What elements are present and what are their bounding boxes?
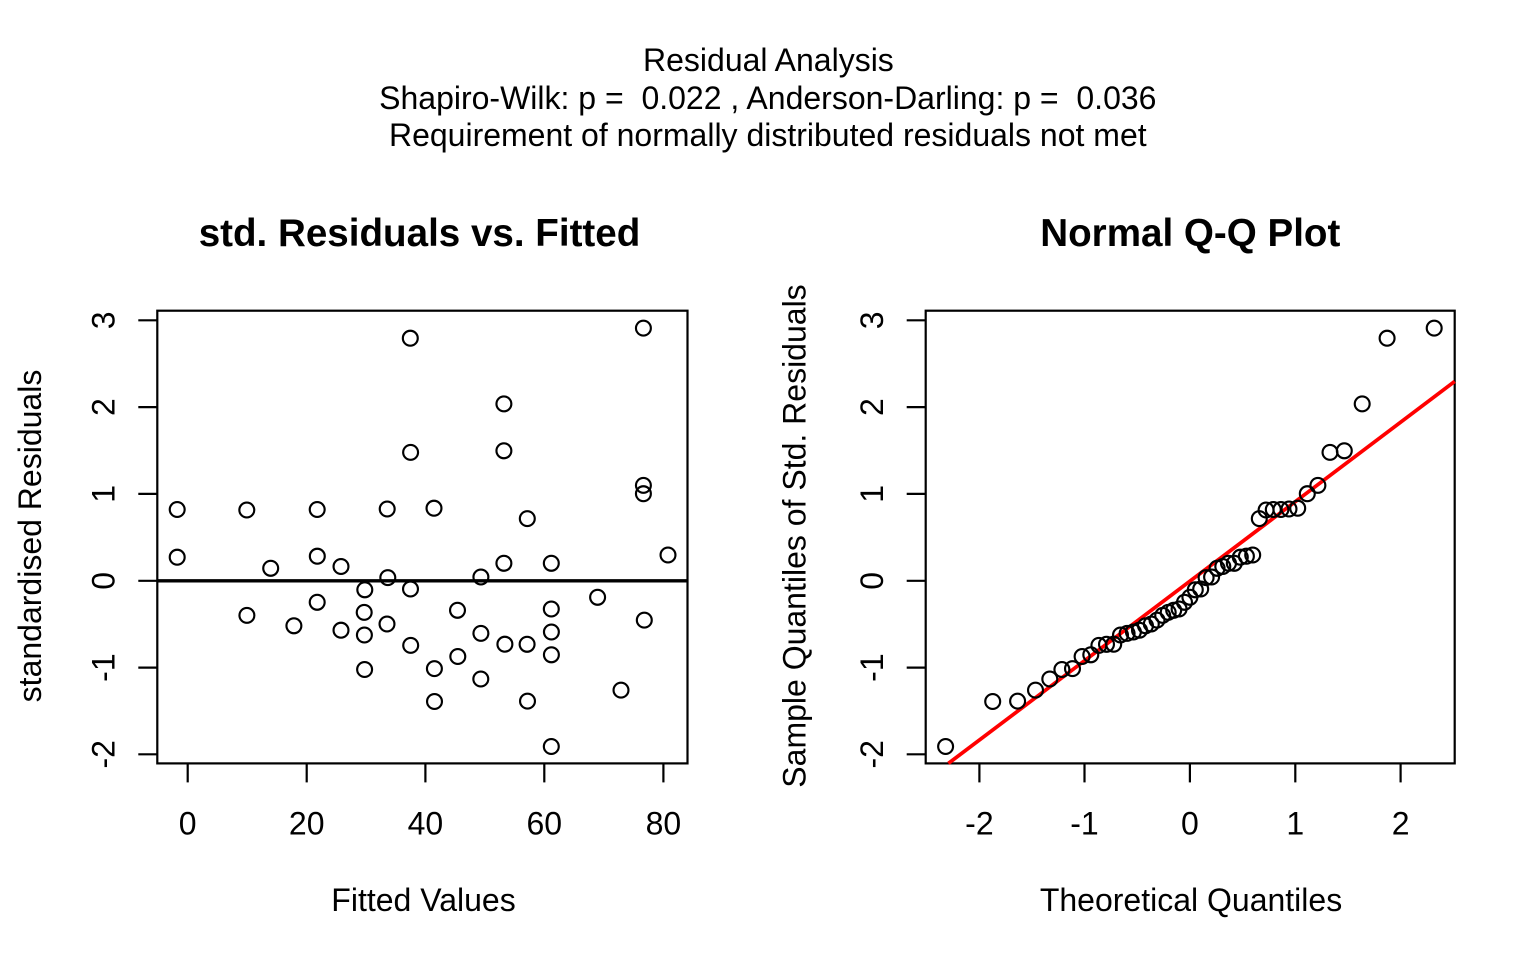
svg-text:0: 0 (86, 572, 122, 590)
svg-text:2: 2 (854, 398, 890, 416)
svg-text:Sample Quantiles of Std. Resid: Sample Quantiles of Std. Residuals (777, 284, 813, 787)
svg-text:0: 0 (1181, 806, 1199, 842)
svg-text:Shapiro-Wilk: p = 0.022 , And: Shapiro-Wilk: p = 0.022 , Anderson-Darli… (379, 80, 1156, 116)
svg-text:Fitted Values: Fitted Values (331, 882, 515, 918)
svg-text:Theoretical Quantiles: Theoretical Quantiles (1040, 882, 1342, 918)
svg-text:-2: -2 (965, 806, 993, 842)
svg-text:Residual Analysis: Residual Analysis (643, 42, 894, 78)
svg-text:1: 1 (86, 485, 122, 503)
svg-text:1: 1 (1286, 806, 1304, 842)
svg-text:-1: -1 (1070, 806, 1098, 842)
svg-text:-2: -2 (854, 740, 890, 768)
svg-text:-1: -1 (854, 653, 890, 681)
svg-text:1: 1 (854, 485, 890, 503)
svg-text:Normal Q-Q Plot: Normal Q-Q Plot (1040, 212, 1340, 255)
svg-text:Requirement of normally distri: Requirement of normally distributed resi… (389, 117, 1147, 153)
svg-text:3: 3 (854, 311, 890, 329)
svg-text:0: 0 (854, 572, 890, 590)
svg-text:2: 2 (86, 398, 122, 416)
svg-text:-1: -1 (86, 653, 122, 681)
svg-text:80: 80 (646, 806, 682, 842)
svg-text:standardised Residuals: standardised Residuals (12, 370, 48, 703)
svg-text:40: 40 (408, 806, 444, 842)
svg-text:2: 2 (1392, 806, 1410, 842)
svg-text:std. Residuals vs. Fitted: std. Residuals vs. Fitted (199, 212, 641, 255)
svg-text:-2: -2 (86, 740, 122, 768)
svg-text:0: 0 (179, 806, 197, 842)
svg-text:20: 20 (289, 806, 325, 842)
svg-text:60: 60 (527, 806, 563, 842)
svg-text:3: 3 (86, 311, 122, 329)
